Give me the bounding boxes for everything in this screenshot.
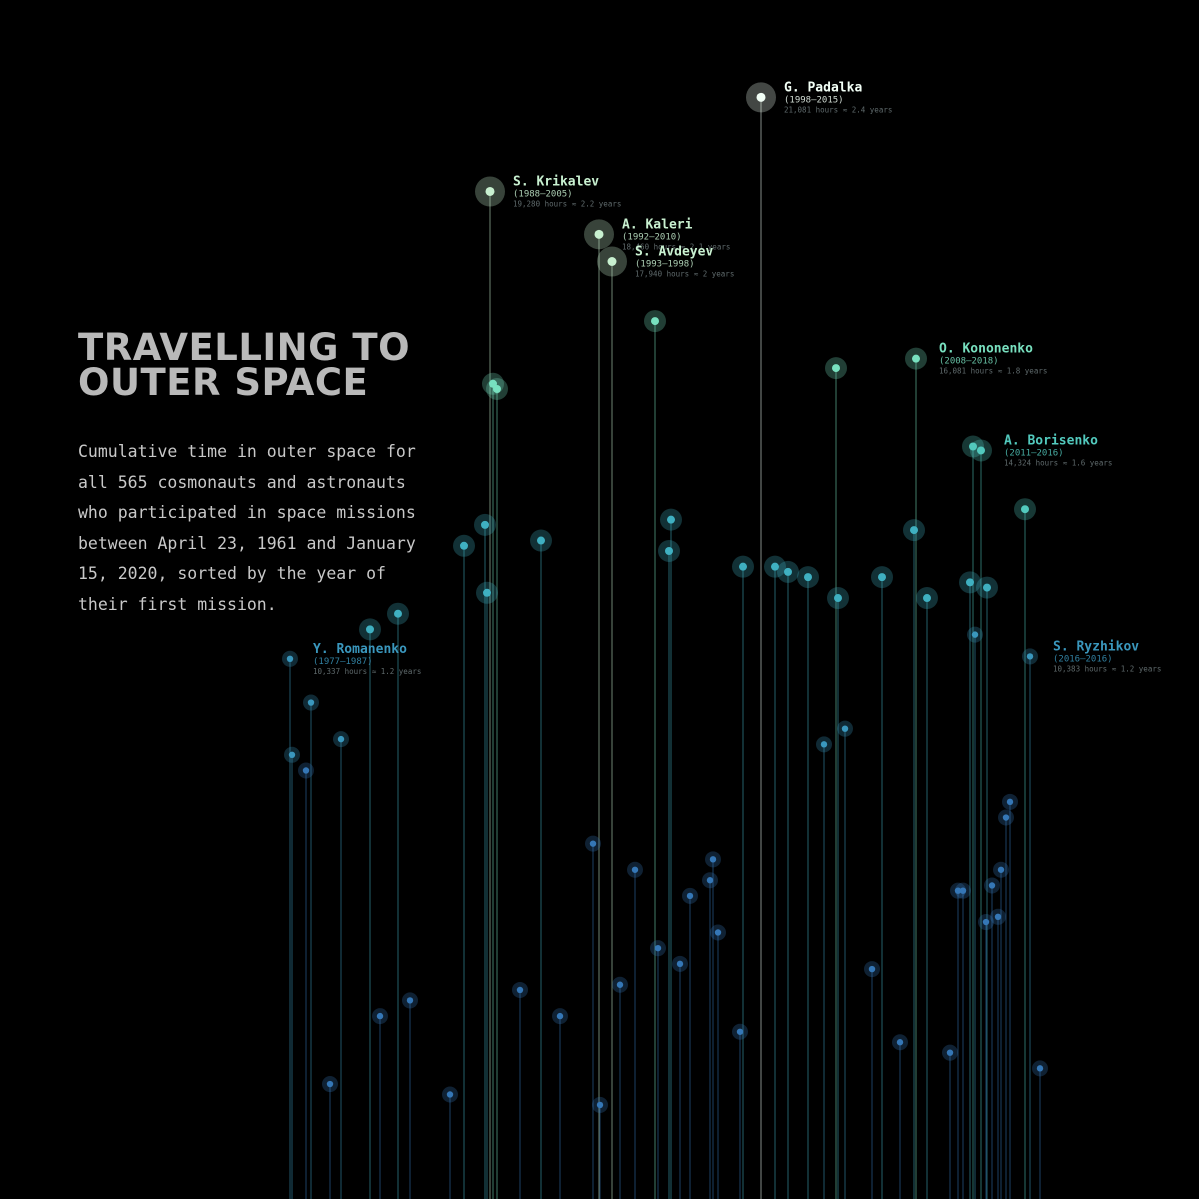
- label-name-s-ryzhikov: S. Ryzhikov: [1053, 639, 1139, 654]
- point-39-dot[interactable]: [988, 882, 996, 889]
- stems: [289, 97, 1041, 1199]
- point-33-dot[interactable]: [686, 892, 694, 900]
- label-name-s-avdeyev: S. Avdeyev: [635, 244, 713, 259]
- point-55-dot[interactable]: [946, 1049, 954, 1056]
- point-40-dot[interactable]: [994, 913, 1002, 921]
- labels: G. Padalka(1998–2015)21,081 hours ≈ 2.4 …: [313, 80, 1161, 675]
- point-18-dot[interactable]: [969, 442, 977, 451]
- label-name-g-padalka: G. Padalka: [784, 80, 862, 95]
- point-54-dot[interactable]: [896, 1039, 904, 1046]
- label-hours-a-borisenko: 14,324 hours ≈ 1.6 years: [1004, 458, 1112, 467]
- astronaut-a-kaleri-dot[interactable]: [594, 229, 604, 239]
- point-44-dot[interactable]: [714, 929, 722, 936]
- label-years-s-avdeyev: (1993–1998): [635, 259, 695, 269]
- point-28-dot[interactable]: [302, 767, 310, 774]
- point-37-dot[interactable]: [1006, 798, 1014, 806]
- point-24-dot[interactable]: [394, 609, 402, 618]
- point-20-dot[interactable]: [667, 515, 675, 524]
- point-50-dot[interactable]: [406, 997, 414, 1004]
- label-hours-g-padalka: 21,081 hours ≈ 2.4 years: [784, 105, 892, 114]
- point-48-dot[interactable]: [616, 981, 624, 988]
- point-14-dot[interactable]: [983, 583, 991, 592]
- point-32-dot[interactable]: [706, 877, 714, 884]
- label-hours-s-ryzhikov: 10,383 hours ≈ 1.2 years: [1053, 664, 1161, 673]
- astronaut-s-ryzhikov-dot[interactable]: [1026, 653, 1034, 660]
- point-23-dot[interactable]: [366, 625, 374, 634]
- astronaut-y-romanenko-dot[interactable]: [286, 655, 294, 663]
- point-35-dot[interactable]: [820, 741, 828, 748]
- point-25-dot[interactable]: [307, 699, 315, 706]
- point-4-dot[interactable]: [481, 520, 489, 529]
- dots: [282, 82, 1048, 1113]
- point-29-dot[interactable]: [589, 840, 597, 847]
- label-name-o-kononenko: O. Kononenko: [939, 342, 1033, 357]
- point-38-dot[interactable]: [997, 866, 1005, 873]
- point-41-dot[interactable]: [982, 918, 990, 926]
- chart-title-line-2: OUTER SPACE: [78, 361, 369, 404]
- point-26-dot[interactable]: [337, 735, 345, 743]
- label-years-o-kononenko: (2008–2018): [939, 357, 999, 367]
- label-name-s-krikalev: S. Krikalev: [513, 174, 599, 189]
- label-years-a-kaleri: (1992–2010): [622, 232, 682, 242]
- point-30-dot[interactable]: [631, 866, 639, 873]
- point-16-dot[interactable]: [966, 578, 974, 587]
- chart-description: Cumulative time in outer space for all 5…: [78, 442, 416, 614]
- point-45-dot[interactable]: [654, 944, 662, 952]
- astronaut-o-kononenko-dot[interactable]: [912, 354, 920, 363]
- label-years-g-padalka: (1998–2015): [784, 95, 844, 105]
- label-hours-s-krikalev: 19,280 hours ≈ 2.2 years: [513, 199, 621, 208]
- point-5-dot[interactable]: [483, 588, 491, 597]
- point-15-dot[interactable]: [971, 631, 979, 638]
- point-27-dot[interactable]: [288, 751, 296, 759]
- point-8-dot[interactable]: [739, 562, 747, 571]
- point-42-dot[interactable]: [959, 887, 967, 894]
- label-hours-s-avdeyev: 17,940 hours ≈ 2 years: [635, 269, 734, 278]
- point-31-dot[interactable]: [709, 856, 717, 863]
- point-11-dot[interactable]: [771, 562, 779, 571]
- point-13-dot[interactable]: [923, 594, 931, 603]
- point-22-dot[interactable]: [460, 541, 468, 550]
- point-7-dot[interactable]: [665, 547, 673, 556]
- label-name-y-romanenko: Y. Romanenko: [313, 642, 407, 657]
- point-49-dot[interactable]: [516, 986, 524, 994]
- point-51-dot[interactable]: [376, 1012, 384, 1020]
- point-36-dot[interactable]: [1002, 814, 1010, 821]
- label-years-a-borisenko: (2011–2016): [1004, 448, 1064, 458]
- point-21-dot[interactable]: [1021, 505, 1029, 514]
- point-59-dot[interactable]: [596, 1101, 604, 1109]
- point-19-dot[interactable]: [834, 594, 842, 603]
- point-58-dot[interactable]: [446, 1091, 454, 1098]
- label-hours-y-romanenko: 10,337 hours ≈ 1.2 years: [313, 667, 421, 676]
- label-years-y-romanenko: (1977–1987): [313, 657, 373, 667]
- point-17-dot[interactable]: [910, 526, 918, 535]
- label-hours-o-kononenko: 16,081 hours ≈ 1.8 years: [939, 367, 1047, 376]
- label-name-a-borisenko: A. Borisenko: [1004, 433, 1098, 448]
- point-46-dot[interactable]: [676, 960, 684, 968]
- label-years-s-krikalev: (1988–2005): [513, 189, 573, 199]
- point-3-dot[interactable]: [537, 536, 545, 545]
- label-years-s-ryzhikov: (2016–2016): [1053, 654, 1113, 664]
- point-0-dot[interactable]: [651, 317, 659, 326]
- point-2-dot[interactable]: [493, 385, 501, 394]
- chart-title: TRAVELLING TO OUTER SPACE: [78, 326, 478, 404]
- point-47-dot[interactable]: [868, 965, 876, 973]
- astronaut-a-borisenko-dot[interactable]: [977, 446, 985, 455]
- astronaut-s-avdeyev-dot[interactable]: [607, 256, 617, 266]
- point-52-dot[interactable]: [556, 1012, 564, 1020]
- chart-title-line-1: TRAVELLING TO: [78, 326, 411, 369]
- point-57-dot[interactable]: [326, 1080, 334, 1088]
- point-6-dot[interactable]: [832, 364, 840, 373]
- point-12-dot[interactable]: [878, 573, 886, 582]
- label-hours-a-kaleri: 18,460 hours ≈ 2.1 years: [622, 242, 730, 251]
- point-53-dot[interactable]: [736, 1028, 744, 1035]
- astronaut-s-krikalev-dot[interactable]: [485, 186, 495, 196]
- point-9-dot[interactable]: [784, 567, 792, 576]
- astronaut-g-padalka-dot[interactable]: [756, 92, 766, 102]
- point-56-dot[interactable]: [1036, 1065, 1044, 1072]
- point-43-dot[interactable]: [954, 887, 962, 894]
- point-10-dot[interactable]: [804, 573, 812, 582]
- point-34-dot[interactable]: [841, 725, 849, 732]
- label-name-a-kaleri: A. Kaleri: [622, 217, 693, 232]
